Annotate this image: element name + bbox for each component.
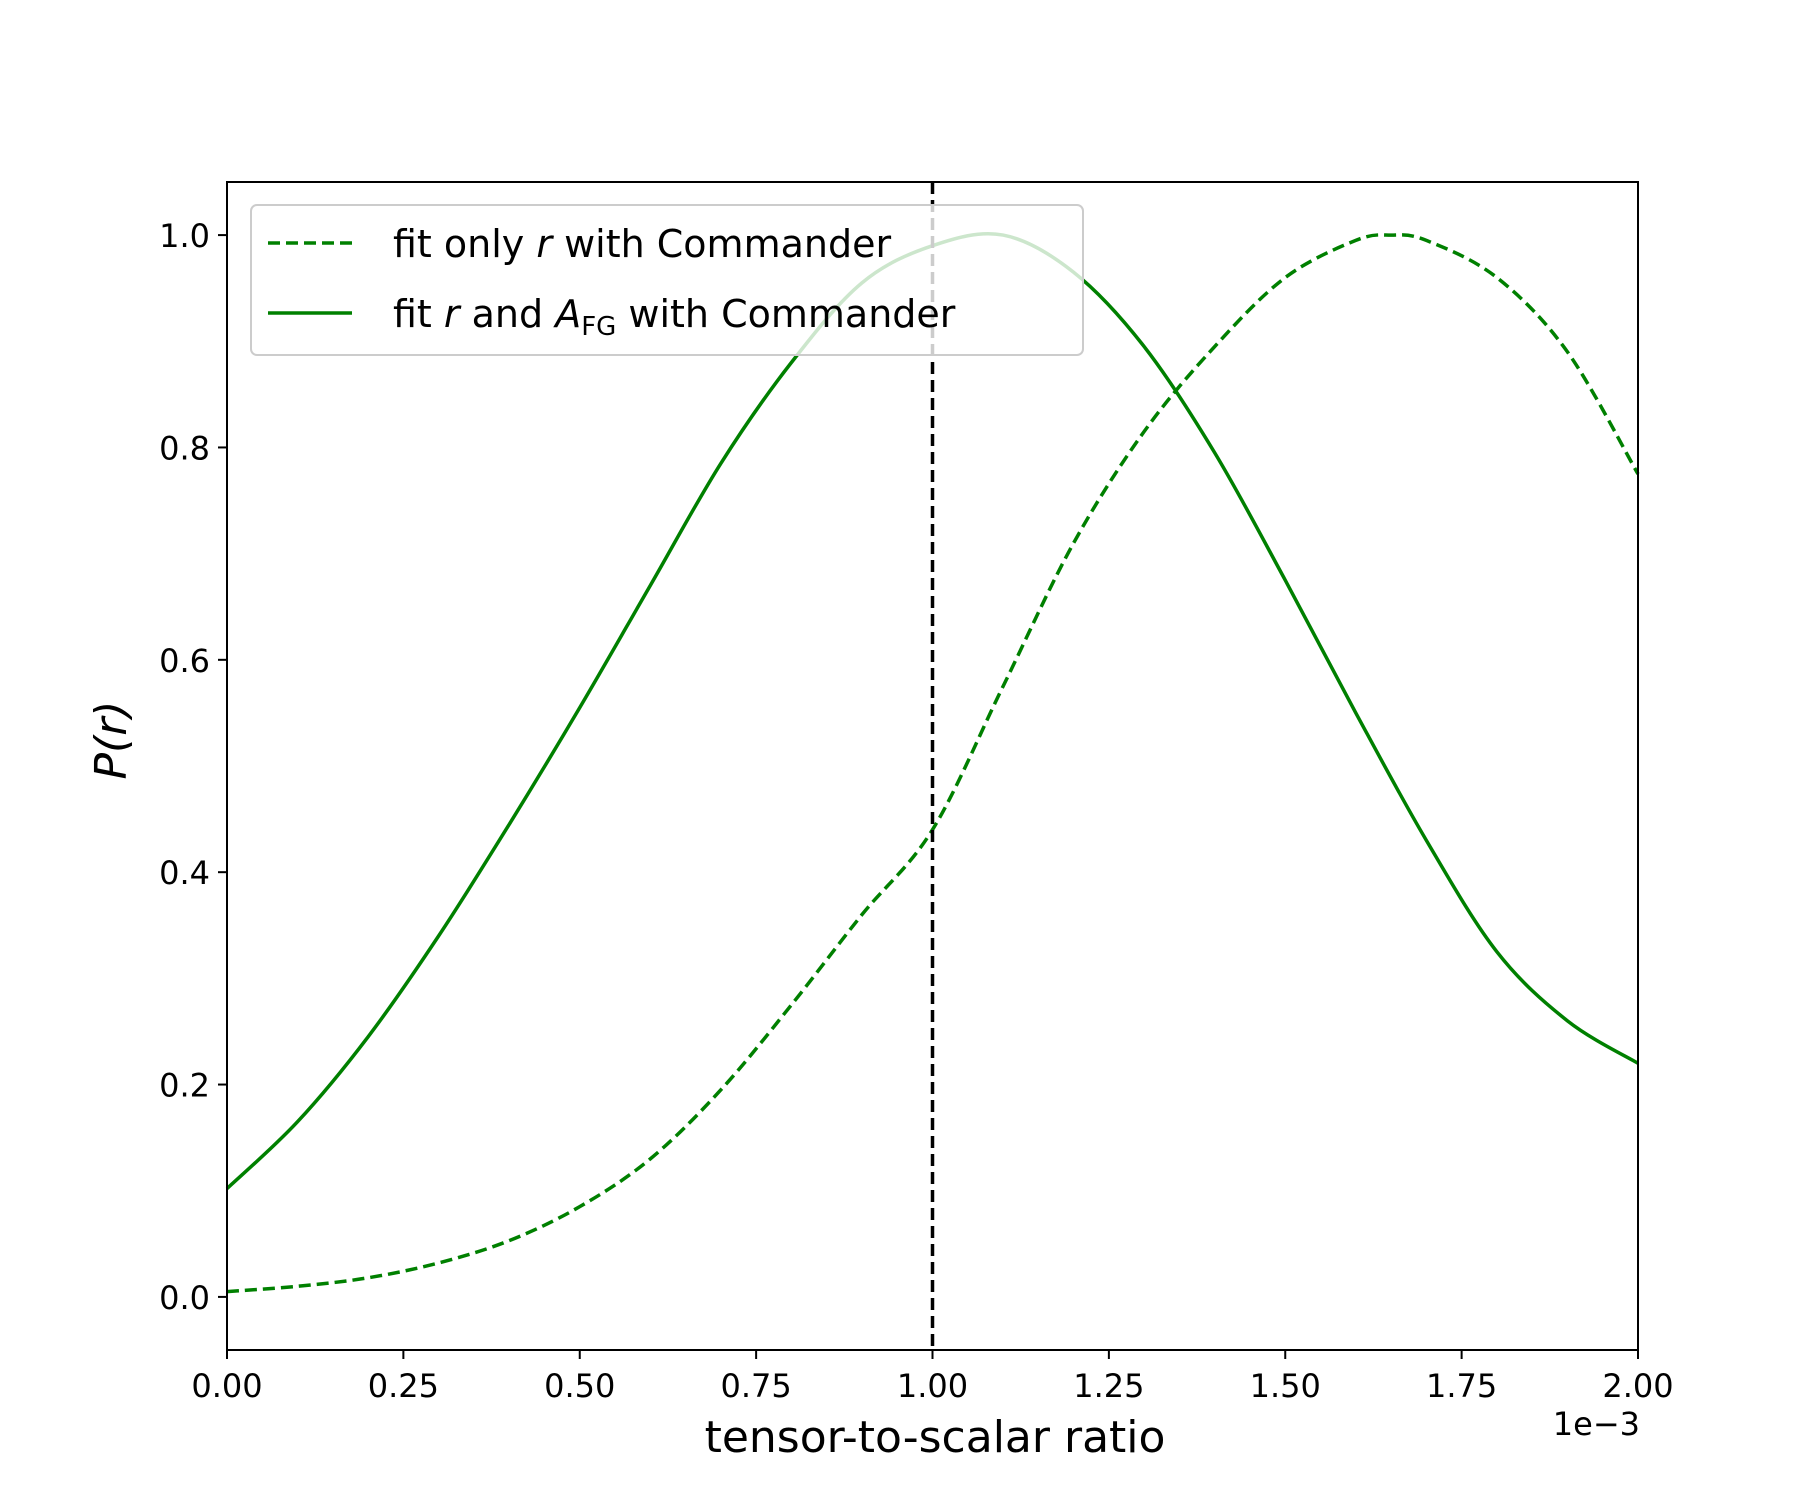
plot-frame bbox=[226, 181, 1639, 1351]
x-tick-label: 2.00 bbox=[1602, 1367, 1673, 1405]
y-tick-label: 0.0 bbox=[159, 1279, 210, 1317]
x-tick-label: 0.00 bbox=[191, 1367, 262, 1405]
x-tick-label: 1.00 bbox=[897, 1367, 968, 1405]
x-tick-label: 0.50 bbox=[544, 1367, 615, 1405]
x-tick-label: 1.25 bbox=[1073, 1367, 1144, 1405]
legend-label-fit-r-and-afg: fit r and AFG with Commander bbox=[393, 292, 956, 342]
legend: fit only r with Commander fit r and AFG … bbox=[250, 204, 1084, 356]
x-tick-label: 1.75 bbox=[1426, 1367, 1497, 1405]
legend-label-fit-only-r: fit only r with Commander bbox=[393, 222, 891, 266]
y-tick-label: 0.2 bbox=[159, 1067, 210, 1105]
ticks-layer: 0.00 0.25 0.50 0.75 1.00 1.25 1.50 1.75 2.00 0.0 0… bbox=[159, 217, 1674, 1405]
y-tick-label: 0.8 bbox=[159, 429, 210, 467]
x-tick-label: 0.25 bbox=[368, 1367, 439, 1405]
y-tick-label: 1.0 bbox=[159, 217, 210, 255]
x-tick-label: 0.75 bbox=[721, 1367, 792, 1405]
x-tick-label: 1.50 bbox=[1250, 1367, 1321, 1405]
x-axis-offset-label: 1e−3 bbox=[1553, 1405, 1640, 1443]
legend-box bbox=[250, 204, 1084, 356]
y-tick-label: 0.4 bbox=[159, 854, 210, 892]
x-axis-label: tensor-to-scalar ratio bbox=[705, 1412, 1166, 1463]
y-axis-label: P(r) bbox=[86, 701, 137, 780]
series-line-fit-only-r bbox=[226, 233, 1640, 1294]
y-tick-label: 0.6 bbox=[159, 642, 210, 680]
